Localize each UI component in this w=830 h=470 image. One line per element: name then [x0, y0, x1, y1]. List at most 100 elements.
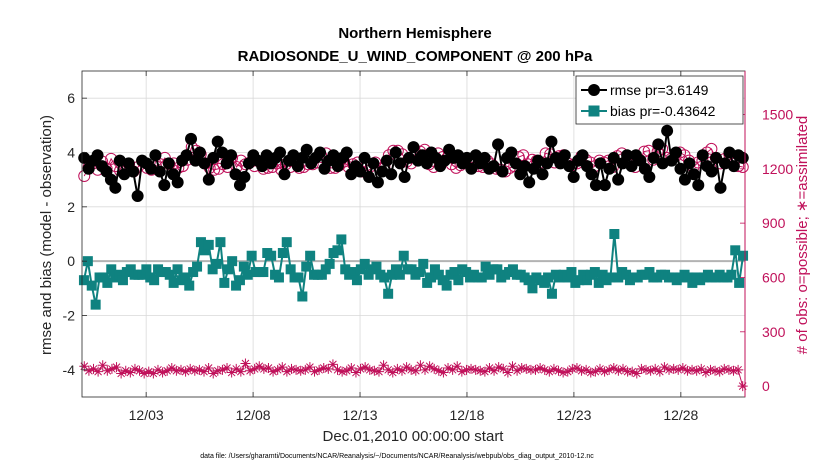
bias-marker [234, 275, 245, 286]
obs-assimilated-marker [700, 367, 711, 378]
obs-assimilated-marker [189, 365, 200, 376]
axis-ticks: 12/03 12/08 12/13 12/18 12/23 12/28 6 4 2 0 -2 -4 15… [63, 71, 793, 423]
obs-assimilated-marker [585, 367, 596, 378]
obs-assimilated-marker [88, 363, 99, 374]
bias-marker [379, 272, 390, 283]
rmse-marker [465, 162, 478, 175]
rmse-marker [340, 146, 353, 159]
obs-assimilated-marker [664, 364, 675, 375]
bias-marker [683, 272, 694, 283]
bias-marker [351, 275, 362, 286]
obs-assimilated-marker [470, 364, 481, 375]
obs-assimilated-marker [194, 364, 205, 375]
rmse-marker [603, 162, 616, 175]
rmse-marker [585, 168, 598, 181]
obs-assimilated-marker [512, 365, 523, 376]
bias-marker [102, 277, 113, 288]
rmse-marker [407, 141, 420, 154]
rmse-marker [727, 160, 740, 173]
rmse-marker [314, 146, 327, 159]
obs-assimilated-marker [249, 363, 260, 374]
bias-marker [539, 277, 550, 288]
obs-assimilated-marker [479, 366, 490, 377]
rmse-marker [371, 176, 384, 189]
bias-marker [621, 269, 632, 280]
bias-marker [687, 277, 698, 288]
bias-marker [480, 261, 491, 272]
rmse-marker [225, 149, 238, 162]
bias-marker [301, 261, 312, 272]
bias-marker [297, 291, 308, 302]
obs-assimilated-marker [268, 366, 279, 377]
bias-marker [285, 264, 296, 275]
obs-assimilated-marker [327, 359, 338, 370]
rmse-marker [398, 170, 411, 183]
bias-marker [340, 264, 351, 275]
bias-marker [316, 269, 327, 280]
obs-assimilated-marker [415, 360, 426, 371]
rmse-marker [274, 146, 287, 159]
obs-assimilated-marker [424, 361, 435, 372]
obs-assimilated-marker [346, 363, 357, 374]
bias-marker [137, 269, 148, 280]
bias-marker [188, 267, 199, 278]
obs-assimilated-marker [636, 363, 647, 374]
rmse-marker [420, 157, 433, 170]
rmse-marker [380, 154, 393, 167]
bias-marker [141, 264, 152, 275]
obs-assimilated-marker [102, 365, 113, 376]
bias-marker [231, 280, 242, 291]
bias-marker [195, 237, 206, 248]
obs-assimilated-marker [111, 362, 122, 373]
bias-marker [609, 229, 620, 239]
bias-marker [453, 275, 464, 286]
bias-marker [172, 264, 183, 275]
rmse-marker [109, 181, 122, 194]
rmse-marker [149, 149, 162, 162]
bias-marker [476, 272, 487, 283]
rmse-marker [536, 168, 549, 181]
obs-assimilated-marker [291, 364, 302, 375]
bias-marker [258, 267, 269, 278]
obs-assimilated-marker [576, 365, 587, 376]
obs-assimilated-marker [617, 363, 628, 374]
rmse-marker [487, 160, 500, 173]
y-axis-label-right: # of obs: o=possible; ∗=assimilated [794, 116, 811, 355]
bias-marker [426, 272, 437, 283]
rmse-marker [389, 146, 402, 159]
obs-assimilated-marker [332, 364, 343, 375]
rmse-marker [710, 151, 723, 164]
legend-rmse-marker [588, 84, 600, 96]
rmse-marker [607, 151, 620, 164]
bias-marker [277, 248, 288, 259]
obs-assimilated-marker [355, 363, 366, 374]
legend-bias-marker [588, 105, 600, 117]
obs-assimilated-marker [157, 367, 168, 378]
bias-marker [125, 264, 136, 275]
rmse-marker [127, 165, 140, 178]
obs-assimilated-marker [300, 364, 311, 375]
obs-assimilated-marker [231, 363, 242, 374]
bias-marker [149, 275, 160, 286]
obs-assimilated-marker [456, 366, 467, 377]
obs-assimilated-marker [120, 365, 131, 376]
obs-assimilated-marker [498, 363, 509, 374]
obs-assimilated-marker [581, 364, 592, 375]
obs-assimilated-marker [733, 364, 744, 375]
chart-title: Northern Hemisphere [338, 25, 491, 42]
obs-assimilated-marker [139, 368, 150, 379]
obs-assimilated-marker [641, 364, 652, 375]
obs-assimilated-marker [323, 363, 334, 374]
bias-marker [582, 275, 593, 286]
bias-marker [390, 264, 401, 275]
bias-marker [98, 272, 109, 283]
bias-marker [597, 269, 608, 280]
bias-marker [406, 264, 417, 275]
obs-assimilated-marker [254, 361, 265, 372]
rmse-marker [300, 143, 313, 156]
bias-marker [359, 258, 370, 269]
rmse-marker [625, 160, 638, 173]
obs-assimilated-marker [493, 362, 504, 373]
bias-marker [383, 288, 394, 299]
obs-assimilated-marker [571, 363, 582, 374]
